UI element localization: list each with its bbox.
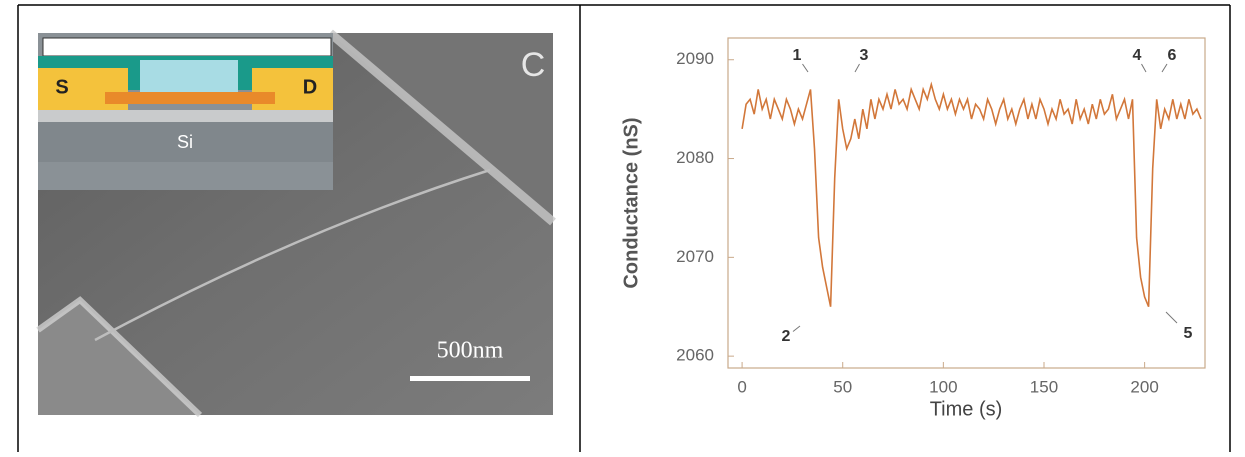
annotation-leader (1165, 311, 1178, 324)
annotation-leader (802, 63, 809, 73)
annotation: 2 (782, 328, 791, 345)
annotation-leader (854, 63, 860, 73)
annotation-leader (792, 325, 801, 332)
x-tick-label: 50 (833, 377, 852, 396)
substrate-label: Si (177, 132, 193, 152)
panel-label: C (521, 46, 546, 84)
annotation: 3 (860, 47, 869, 64)
annotation: 1 (793, 47, 802, 64)
annotation-leader (1161, 63, 1168, 73)
device-inset: S D Si (38, 33, 333, 190)
y-tick-label: 2070 (676, 247, 714, 266)
source-label: S (55, 76, 68, 98)
y-tick-label: 2060 (676, 346, 714, 365)
y-axis-label: Conductance (nS) (620, 117, 642, 288)
plot-frame (727, 37, 1206, 369)
annotation: 4 (1133, 47, 1142, 64)
scale-bar-label: 500nm (437, 338, 504, 364)
drain-label: D (303, 76, 317, 98)
annotation-leader (1141, 63, 1147, 73)
x-axis-label: Time (s) (930, 398, 1003, 420)
x-tick-label: 100 (929, 377, 957, 396)
x-tick-label: 200 (1130, 377, 1158, 396)
y-tick-label: 2080 (676, 148, 714, 167)
table-frame (17, 4, 1231, 452)
line-series (741, 81, 1202, 308)
annotation: 6 (1168, 47, 1177, 64)
y-tick-label: 2090 (676, 49, 714, 68)
chart: Conductance (nS) Time (s) 20602070208020… (620, 37, 1206, 420)
x-tick-label: 150 (1030, 377, 1058, 396)
annotation: 5 (1184, 325, 1193, 342)
x-tick-label: 0 (737, 377, 746, 396)
